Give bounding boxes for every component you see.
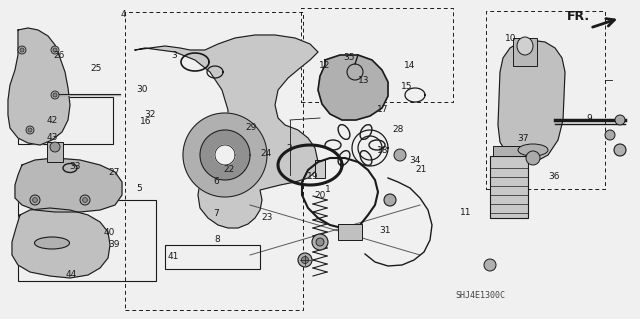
Polygon shape	[12, 208, 110, 278]
Text: 40: 40	[103, 228, 115, 237]
Circle shape	[51, 91, 59, 99]
Text: 11: 11	[460, 208, 472, 217]
Text: 32: 32	[145, 110, 156, 119]
Bar	[338, 224, 362, 240]
Text: 31: 31	[380, 226, 391, 235]
Bar	[165, 245, 260, 269]
Circle shape	[51, 46, 59, 54]
Ellipse shape	[517, 37, 533, 55]
Circle shape	[53, 93, 57, 97]
Text: 37: 37	[518, 134, 529, 143]
Circle shape	[30, 195, 40, 205]
Text: 35: 35	[343, 53, 355, 62]
Text: 20: 20	[314, 191, 326, 200]
Text: 24: 24	[260, 149, 271, 158]
Polygon shape	[15, 158, 122, 212]
Ellipse shape	[35, 237, 70, 249]
Polygon shape	[318, 55, 388, 120]
Text: SHJ4E1300C: SHJ4E1300C	[455, 291, 505, 300]
Text: 44: 44	[66, 271, 77, 279]
Circle shape	[347, 64, 363, 80]
Polygon shape	[215, 145, 235, 165]
Text: 10: 10	[505, 34, 516, 43]
Text: 5: 5	[137, 184, 142, 193]
Text: 12: 12	[319, 61, 331, 70]
Text: 34: 34	[409, 156, 420, 165]
Text: 43: 43	[47, 133, 58, 142]
Text: 2: 2	[287, 144, 292, 153]
Circle shape	[394, 149, 406, 161]
Polygon shape	[135, 35, 318, 228]
Text: 27: 27	[108, 168, 120, 177]
Text: 33: 33	[70, 162, 81, 171]
Text: 3: 3	[172, 51, 177, 60]
Text: 21: 21	[415, 165, 427, 174]
Circle shape	[53, 48, 57, 52]
Polygon shape	[200, 130, 250, 180]
Text: 7: 7	[214, 209, 219, 218]
Text: 25: 25	[90, 64, 102, 73]
Text: 36: 36	[548, 172, 559, 181]
Circle shape	[615, 115, 625, 125]
Ellipse shape	[518, 144, 548, 156]
Text: 4: 4	[121, 10, 126, 19]
Text: 6: 6	[214, 177, 219, 186]
Text: 30: 30	[136, 85, 148, 94]
Text: FR.: FR.	[567, 11, 590, 24]
Circle shape	[20, 48, 24, 52]
Text: 15: 15	[401, 82, 412, 91]
Circle shape	[26, 126, 34, 134]
Polygon shape	[498, 40, 565, 162]
Circle shape	[50, 142, 60, 152]
Circle shape	[301, 256, 308, 263]
Text: 23: 23	[262, 213, 273, 222]
Text: 39: 39	[108, 240, 120, 249]
Text: 9: 9	[586, 114, 591, 122]
Text: 13: 13	[358, 76, 369, 85]
Bar	[125, 12, 303, 310]
Circle shape	[526, 151, 540, 165]
Circle shape	[298, 253, 312, 267]
Text: 1: 1	[325, 185, 330, 194]
Bar	[18, 200, 156, 281]
Circle shape	[83, 197, 88, 203]
Text: 28: 28	[392, 125, 404, 134]
Text: 14: 14	[404, 61, 415, 70]
Circle shape	[33, 197, 38, 203]
Bar	[490, 156, 528, 218]
Circle shape	[614, 144, 626, 156]
Text: 26: 26	[54, 51, 65, 60]
Text: 17: 17	[377, 105, 388, 114]
Text: 22: 22	[223, 165, 235, 174]
Bar	[486, 11, 605, 189]
Bar	[47, 142, 63, 162]
Text: 42: 42	[47, 116, 58, 125]
Polygon shape	[183, 113, 267, 197]
Circle shape	[80, 195, 90, 205]
Bar	[493, 146, 525, 156]
Text: 16: 16	[140, 117, 152, 126]
Circle shape	[312, 234, 328, 250]
Bar	[513, 38, 537, 66]
Text: 41: 41	[167, 252, 179, 261]
Text: 8: 8	[215, 235, 220, 244]
Bar	[315, 160, 325, 178]
Circle shape	[28, 128, 32, 132]
Circle shape	[484, 259, 496, 271]
Circle shape	[384, 194, 396, 206]
Bar	[301, 8, 453, 102]
Polygon shape	[8, 28, 70, 145]
Text: 18: 18	[377, 146, 388, 155]
Circle shape	[18, 46, 26, 54]
Bar	[18, 97, 113, 144]
Text: 19: 19	[307, 172, 318, 181]
Circle shape	[605, 130, 615, 140]
Text: 29: 29	[245, 123, 257, 132]
Circle shape	[316, 238, 324, 246]
